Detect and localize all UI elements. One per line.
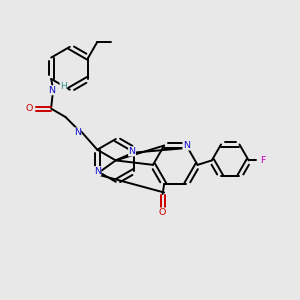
Text: F: F xyxy=(260,156,265,165)
Text: N: N xyxy=(94,167,101,176)
Text: O: O xyxy=(26,104,33,113)
Text: N: N xyxy=(183,141,190,150)
Text: H: H xyxy=(60,82,67,91)
Text: O: O xyxy=(159,208,166,217)
Text: N: N xyxy=(49,86,56,95)
Text: N: N xyxy=(129,147,136,156)
Text: N: N xyxy=(74,128,81,137)
